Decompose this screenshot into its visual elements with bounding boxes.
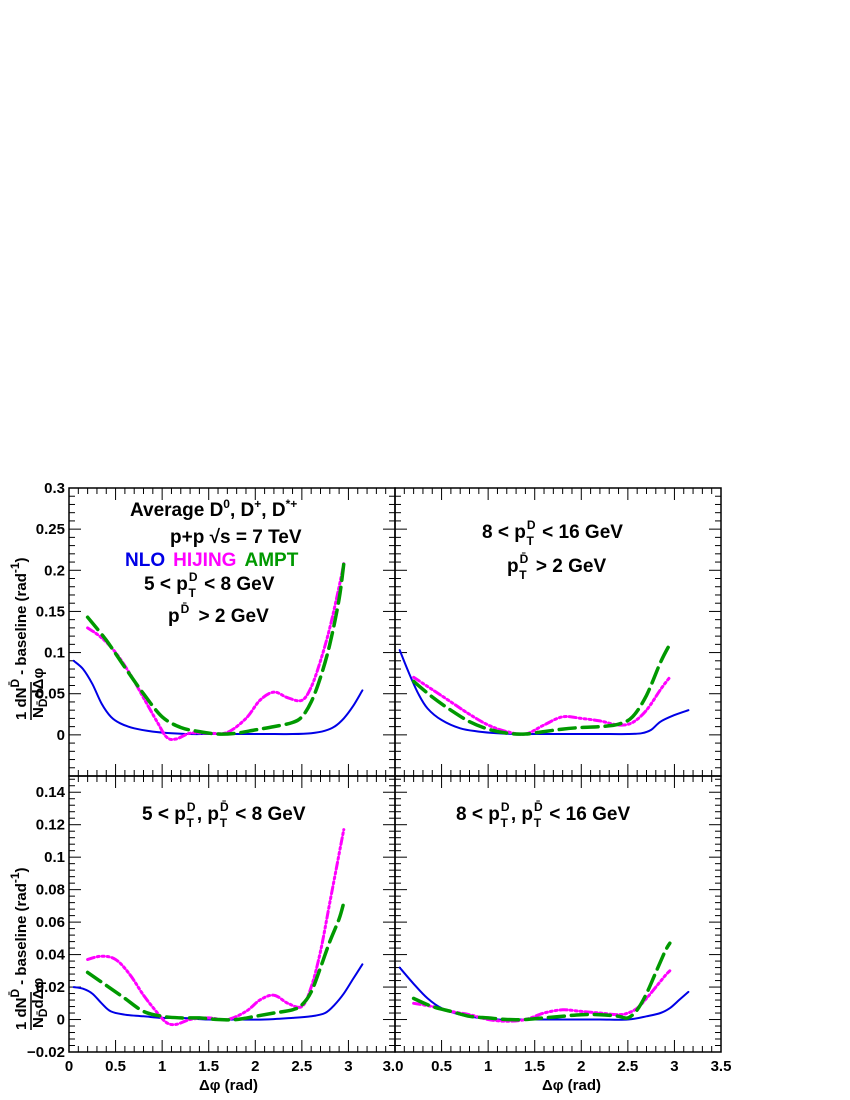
panel-frames [68, 487, 722, 1053]
annotation-top-left-2: pD̄ > 2 GeV [168, 602, 269, 627]
top-right-annotations: 8 < pD T < 16 GeV pD̄ T > 2 GeV [482, 518, 623, 582]
series-nlo-bottom-right [398, 966, 690, 1021]
series-nlo-bottom-left [72, 963, 364, 1021]
series-ampt-bottom-left [85, 900, 346, 1022]
x-tick-label: 2.5 [291, 1058, 312, 1075]
top-left-annotations: Average D0, D+, D*+ p+p √s = 7 TeV NLO HI… [125, 497, 302, 627]
series-nlo-top-right [398, 649, 690, 736]
x-tick-label: 0 [65, 1058, 73, 1075]
annotation-bottom-right: 8 < pD T, pD̄ T < 16 GeV [456, 800, 630, 830]
x-tick-label: 3 [344, 1058, 352, 1075]
x-tick-label: 2.5 [617, 1058, 638, 1075]
series-ampt-bottom-right [411, 941, 672, 1022]
y-tick-label: 0.05 [36, 686, 65, 703]
tick-labels: 00.050.10.150.20.250.3−0.0200.020.040.06… [27, 480, 731, 1075]
svg-text:ND̄dΔφ: ND̄dΔφ [30, 978, 50, 1028]
x-tick-label: 2 [251, 1058, 259, 1075]
series-hijing-bottom-left [86, 828, 346, 1027]
series-hijing-top-right [412, 675, 672, 736]
axis-ticks [68, 487, 722, 1053]
x-tick-label: 1.5 [524, 1058, 545, 1075]
y-tick-label: 0.1 [44, 645, 65, 662]
x-axis-title-left: Δφ (rad) [199, 1077, 258, 1094]
x-tick-label: 3.5 [711, 1058, 732, 1075]
y-tick-label: 0 [57, 727, 65, 744]
annotation-bottom-left: 5 < pD T, pD̄ T < 8 GeV [142, 800, 306, 830]
y-tick-label: 0.2 [44, 562, 65, 579]
series-ampt-top-right [411, 642, 672, 736]
y-tick-label: 0.08 [36, 882, 65, 899]
legend-hijing: HIJING [173, 550, 236, 571]
x-tick-label: 2 [577, 1058, 585, 1075]
y-tick-label: 0.14 [36, 784, 66, 801]
x-tick-label: 0.5 [431, 1058, 452, 1075]
x-tick-label: 1 [484, 1058, 492, 1075]
legend-ampt: AMPT [244, 550, 298, 571]
panel-frame-bottom-right [394, 775, 722, 1053]
y-axis-title-bottom: 1 dND̄- baseline (rad-1) ND̄dΔφ [8, 867, 50, 1030]
y-tick-label: 0.3 [44, 480, 65, 497]
annotation-top-right-1: 8 < pD T < 16 GeV [482, 518, 623, 548]
x-tick-label: 3 [670, 1058, 678, 1075]
y-tick-label: 0.15 [36, 603, 65, 620]
y-tick-label: 0.25 [36, 521, 65, 538]
legend: NLO HIJING AMPT [125, 550, 299, 571]
legend-nlo: NLO [125, 550, 165, 571]
x-tick-label: 1.5 [198, 1058, 219, 1075]
y-tick-label: 0.06 [36, 914, 65, 931]
y-tick-label: 0.02 [36, 979, 65, 996]
y-axis-title-top: 1 dND̄- baseline (rad-1) ND̄dΔφ [8, 557, 50, 720]
svg-text:ND̄dΔφ: ND̄dΔφ [30, 668, 50, 718]
series-hijing-bottom-right [412, 969, 672, 1023]
x-tick-label: 3.0 [383, 1058, 404, 1075]
y-tick-label: 0.12 [36, 817, 65, 834]
y-tick-label: 0.04 [36, 947, 66, 964]
title-line1: Average D0, D+, D*+ [130, 497, 297, 521]
y-tick-label: −0.02 [27, 1044, 65, 1061]
x-tick-label: 1 [158, 1058, 166, 1075]
series-ampt-top-left [85, 561, 346, 736]
y-tick-label: 0.1 [44, 849, 65, 866]
svg-text:1 dND̄- baseline (rad-1): 1 dND̄- baseline (rad-1) [8, 867, 30, 1030]
svg-text:1 dND̄- baseline (rad-1): 1 dND̄- baseline (rad-1) [8, 557, 30, 720]
x-axis-title-right: Δφ (rad) [542, 1077, 601, 1094]
curves [72, 561, 690, 1027]
system-label: p+p √s = 7 TeV [170, 527, 302, 548]
annotation-top-left-1: 5 < pD T < 8 GeV [144, 570, 275, 600]
x-tick-label: 0.5 [105, 1058, 126, 1075]
y-tick-label: 0 [57, 1012, 65, 1029]
series-nlo-top-left [72, 659, 364, 736]
annotation-top-right-2: pD̄ T > 2 GeV [507, 552, 606, 582]
